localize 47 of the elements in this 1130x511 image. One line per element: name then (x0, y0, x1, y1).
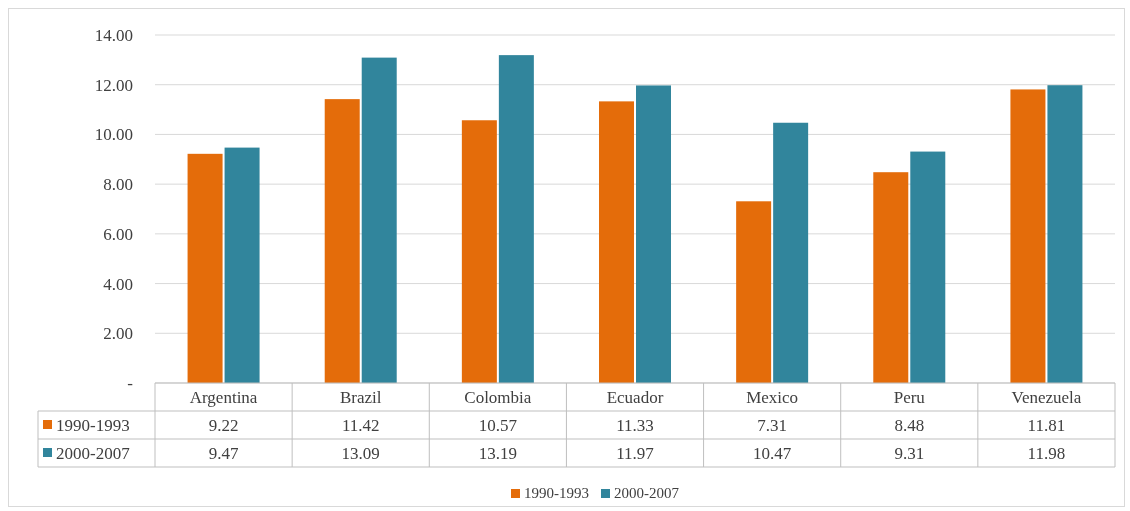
data-label: 9.31 (894, 444, 925, 463)
bar (224, 147, 260, 383)
bar (1047, 85, 1083, 383)
legend-label: 1990-1993 (56, 416, 130, 435)
y-tick-label: 10.00 (94, 125, 133, 145)
data-label: 7.31 (757, 416, 788, 435)
y-tick-label: 4.00 (103, 274, 133, 294)
bar (773, 122, 809, 383)
bar (636, 85, 671, 383)
y-tick-label: 8.00 (103, 175, 133, 195)
text: 2000-2007 (56, 444, 130, 463)
y-tick-label: 14.00 (94, 25, 133, 45)
bar (599, 101, 634, 383)
bar (187, 153, 223, 383)
data-label: 11.97 (616, 444, 655, 463)
data-label: 11.81 (1027, 416, 1066, 435)
x-tick-label: Colombia (464, 388, 532, 407)
y-tick-label: 2.00 (103, 324, 133, 344)
bar (1010, 89, 1046, 383)
bar (498, 55, 534, 383)
data-label: 10.47 (753, 444, 792, 463)
data-label: 13.09 (341, 444, 380, 463)
bar (324, 99, 360, 383)
data-label: 11.98 (1027, 444, 1066, 463)
data-label: 11.33 (616, 416, 654, 435)
x-tick-label: Peru (893, 388, 926, 407)
y-tick-label: - (127, 373, 134, 393)
x-tick-label: Ecuador (606, 388, 664, 407)
text: 1990-1993 (524, 485, 589, 501)
data-label: 13.19 (478, 444, 517, 463)
bar (910, 151, 946, 383)
bar (461, 120, 497, 383)
bar (361, 57, 397, 383)
data-label: 11.42 (341, 416, 380, 435)
x-tick-label: Brazil (339, 388, 382, 407)
y-tick-label: 6.00 (103, 224, 133, 244)
bar (873, 172, 909, 383)
data-label: 10.57 (478, 416, 518, 435)
x-tick-label: Venezuela (1011, 388, 1082, 407)
x-tick-label: Mexico (746, 388, 799, 407)
bar (736, 201, 772, 383)
data-label: 9.47 (208, 444, 239, 463)
y-tick-label: 12.00 (94, 75, 133, 95)
data-label: 8.48 (894, 416, 925, 435)
legend-label: 2000-2007 (614, 485, 680, 501)
data-label: 9.22 (208, 416, 239, 435)
x-tick-label: Argentina (189, 388, 258, 407)
